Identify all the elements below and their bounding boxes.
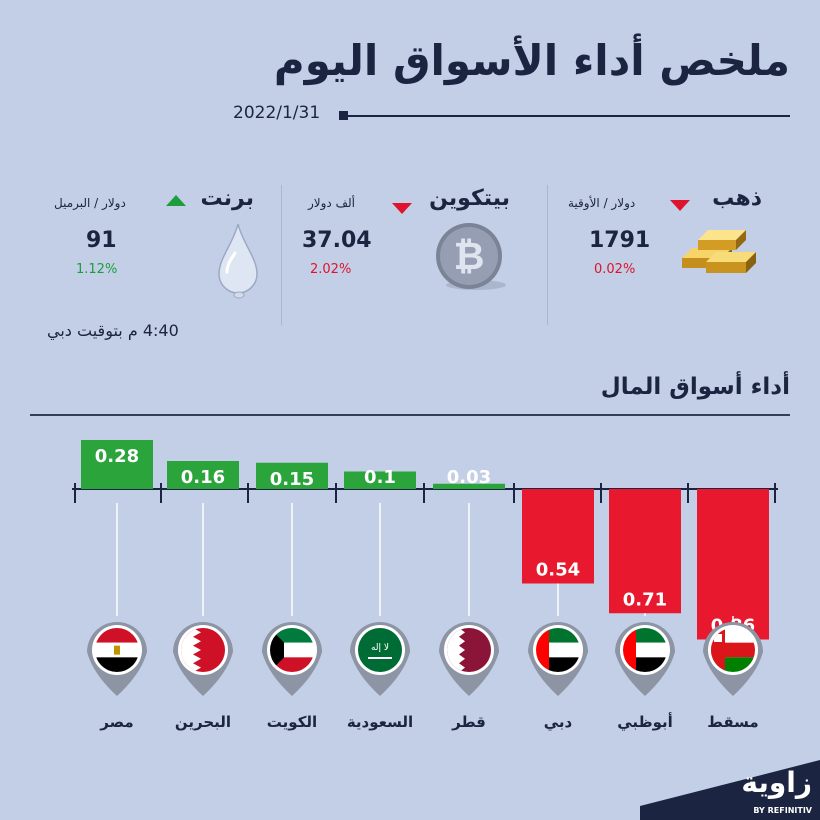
market-value-gold: 1791 (589, 228, 651, 253)
category-label: البحرين (175, 713, 231, 731)
data-label: 0.71 (623, 589, 667, 610)
market-value-brent: 91 (86, 228, 117, 253)
saudi-flag-icon: لا إله (358, 628, 402, 672)
market-change-bitcoin: 2.02% (310, 262, 352, 277)
category-label: أبوظبي (617, 712, 673, 731)
category-label: الكويت (267, 713, 317, 731)
egypt-flag-icon (95, 628, 139, 672)
kuwait-flag-icon (270, 628, 314, 672)
category-label: مسقط (707, 713, 758, 731)
market-unit-gold: دولار / الأوقية (568, 196, 636, 210)
market-separator (547, 185, 548, 325)
page-title: ملخص أداء الأسواق اليوم (273, 36, 790, 85)
bar (522, 489, 594, 584)
market-change-gold: 0.02% (594, 262, 636, 277)
market-separator (281, 185, 282, 325)
down-arrow-icon (392, 203, 412, 214)
market-unit-brent: دولار / البرميل (54, 196, 126, 210)
qatar-flag-icon (447, 628, 491, 672)
data-label: 0.28 (95, 446, 139, 467)
data-label: 0.16 (181, 467, 225, 488)
bar (256, 462, 328, 489)
date-divider (343, 115, 790, 117)
zawya-logo (640, 760, 820, 820)
gold-bars-icon (682, 230, 756, 273)
data-label: 0.54 (536, 560, 580, 581)
market-change-brent: 1.12% (76, 262, 118, 277)
category-label: دبي (544, 713, 573, 731)
svg-text:₿: ₿ (454, 234, 485, 278)
category-label: مصر (99, 713, 133, 731)
category-label: قطر (451, 713, 486, 731)
bar (609, 489, 681, 614)
bar (433, 483, 505, 489)
bar (81, 440, 153, 489)
oman-flag-icon (711, 628, 755, 672)
market-name-brent: برنت (200, 186, 255, 211)
market-unit-bitcoin: ألف دولار (308, 196, 356, 210)
bahrain-flag-icon (181, 628, 225, 672)
data-label: 0.15 (270, 469, 314, 490)
logo-text: زاوية (741, 766, 812, 799)
uae-flag-icon (623, 628, 667, 672)
section-divider (30, 414, 790, 416)
category-label: السعودية (347, 713, 413, 731)
uae-flag-icon (536, 628, 580, 672)
logo-subtext: BY REFINITIV (753, 806, 812, 815)
bitcoin-icon: ₿ (436, 223, 506, 290)
oil-drop-icon (218, 223, 258, 299)
down-arrow-icon (670, 200, 690, 211)
data-label: 0.03 (447, 467, 491, 488)
bar (167, 461, 239, 489)
data-label: 0.1 (364, 467, 396, 488)
market-name-gold: ذهب (712, 186, 762, 211)
market-performance-chart: 0.28 مصر 0.16 البحرين 0.15 الكويت 0.1 لا إله الس… (72, 440, 778, 731)
bar (697, 489, 769, 640)
date-marker (339, 111, 348, 120)
time-note: 4:40 م بتوقيت دبي (47, 321, 179, 340)
svg-text:لا إله: لا إله (371, 643, 389, 653)
market-value-bitcoin: 37.04 (302, 228, 372, 253)
up-arrow-icon (166, 195, 186, 206)
section-title: أداء أسواق المال (600, 374, 790, 400)
bar (344, 471, 416, 489)
market-name-bitcoin: بيتكوين (429, 186, 510, 211)
report-date: 2022/1/31 (233, 103, 321, 123)
